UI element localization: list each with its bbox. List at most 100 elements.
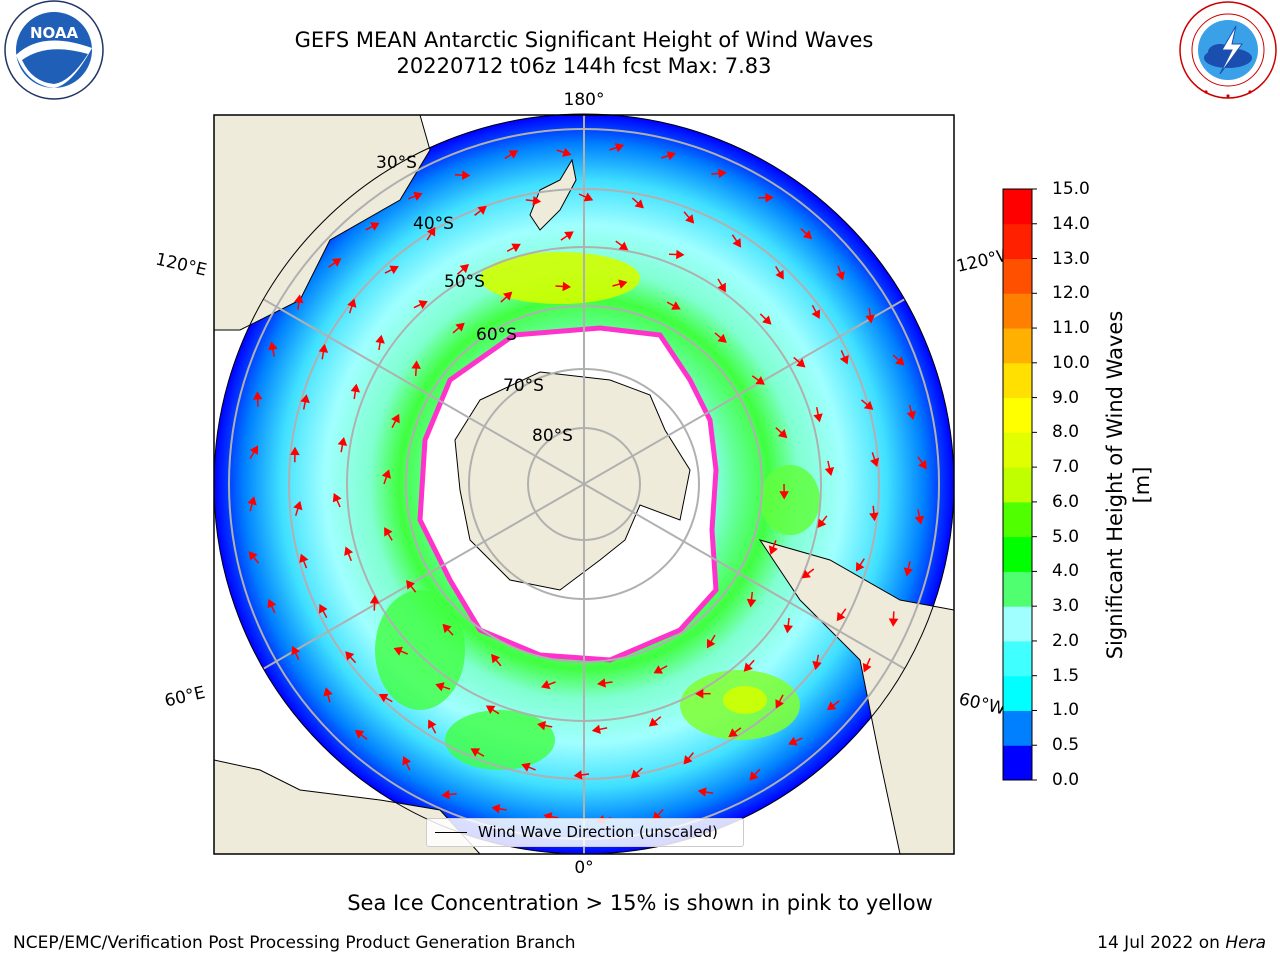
wave-arrow-head bbox=[369, 595, 380, 604]
wave-arrow-head bbox=[746, 598, 757, 608]
wave-arrow-head bbox=[532, 196, 542, 206]
wave-patch-bottom bbox=[445, 710, 555, 770]
wave-arrow-head bbox=[671, 301, 681, 310]
wave-arrow-head bbox=[345, 651, 355, 661]
wave-arrow-head bbox=[337, 437, 348, 446]
wave-patch-east bbox=[760, 465, 820, 535]
wave-arrow-head bbox=[862, 662, 872, 673]
wave-arrow-head bbox=[762, 315, 772, 325]
lat-label-50s: 50°S bbox=[444, 272, 485, 292]
wave-arrow-head bbox=[813, 413, 823, 423]
wave-arrow-head bbox=[591, 724, 601, 735]
colorbar-tick-label: 5.0 bbox=[1052, 526, 1080, 547]
wave-arrow-head bbox=[717, 282, 726, 293]
colorbar-tick-label: 3.0 bbox=[1052, 596, 1080, 617]
credit-left: NCEP/EMC/Verification Post Processing Pr… bbox=[13, 933, 576, 953]
colorbar-segment bbox=[1003, 397, 1032, 433]
colorbar-segment bbox=[1003, 293, 1032, 329]
nws-logo bbox=[1179, 1, 1277, 99]
wave-arrow-head bbox=[783, 624, 793, 634]
wave-arrow-head bbox=[511, 243, 521, 253]
legend-line-sample bbox=[435, 832, 467, 833]
wave-arrow-head bbox=[728, 728, 738, 738]
wave-arrow-head bbox=[537, 720, 546, 731]
colorbar-segment bbox=[1003, 362, 1032, 399]
credit-right: 14 Jul 2022 on Hera bbox=[1097, 933, 1266, 953]
wave-arrow-head bbox=[300, 394, 310, 404]
wave-arrow-head bbox=[418, 300, 428, 310]
wave-arrow-head bbox=[491, 653, 500, 664]
wave-arrow-head bbox=[775, 269, 784, 280]
wave-arrow-head bbox=[413, 191, 423, 201]
colorbar-tick-label: 10.0 bbox=[1052, 352, 1090, 373]
colorbar-tick-label: 2.0 bbox=[1052, 630, 1080, 651]
wave-max-patch bbox=[480, 252, 640, 304]
wave-arrow-head bbox=[836, 611, 846, 622]
wave-arrow-head bbox=[749, 771, 759, 781]
colorbar-segment bbox=[1003, 432, 1032, 468]
wave-arrow-head bbox=[676, 249, 685, 260]
sea-ice-footnote: Sea Ice Concentration > 15% is shown in … bbox=[347, 891, 933, 915]
wave-arrow-head bbox=[801, 569, 811, 579]
wave-arrow-head bbox=[459, 264, 470, 274]
wave-arrow-head bbox=[442, 623, 452, 634]
new-zealand bbox=[529, 158, 577, 231]
wave-arrow-head bbox=[826, 701, 837, 711]
wave-arrow-head bbox=[614, 143, 625, 153]
wave-arrow-head bbox=[502, 291, 513, 301]
wave-arrow-head bbox=[426, 226, 436, 237]
wave-arrow-head bbox=[441, 789, 450, 800]
noaa-logo: NOAA bbox=[4, 0, 104, 100]
wave-arrow-head bbox=[402, 756, 411, 766]
colorbar-segment bbox=[1003, 606, 1032, 642]
wave-arrow-head bbox=[869, 512, 879, 522]
wave-arrow-head bbox=[564, 231, 574, 240]
wave-arrow-head bbox=[354, 729, 365, 739]
wave-arrow-head bbox=[653, 665, 663, 674]
wave-arrow-head bbox=[521, 762, 531, 772]
map-legend: Wind Wave Direction (unscaled) bbox=[426, 818, 744, 847]
wind-wave-arrows bbox=[247, 143, 927, 825]
colorbar-tick-label: 14.0 bbox=[1052, 213, 1090, 234]
colorbar-segment bbox=[1003, 710, 1032, 746]
wave-arrow-head bbox=[697, 787, 707, 797]
wave-arrow-head bbox=[461, 170, 471, 180]
colorbar-tick-label: 9.0 bbox=[1052, 387, 1080, 408]
wave-arrow-head bbox=[683, 755, 693, 765]
wave-arrow-head bbox=[583, 192, 594, 202]
wave-arrow-head bbox=[706, 638, 716, 649]
wave-arrow-head bbox=[384, 527, 393, 537]
wave-arrow-head bbox=[618, 279, 628, 289]
wave-arrow-head bbox=[485, 705, 496, 714]
colorbar-tick-label: 8.0 bbox=[1052, 422, 1080, 443]
wave-arrow-head bbox=[870, 457, 880, 468]
wave-arrow-head bbox=[906, 410, 916, 420]
wave-arrow-head bbox=[817, 518, 827, 528]
wave-arrow-head bbox=[835, 271, 845, 281]
wave-arrow-head bbox=[918, 459, 927, 470]
wave-arrow-head bbox=[393, 646, 403, 656]
wave-arrow-head bbox=[435, 682, 445, 692]
lat-label-80s: 80°S bbox=[532, 426, 573, 446]
wave-arrow-head bbox=[406, 580, 415, 590]
lon-label-60e: 60°E bbox=[163, 683, 207, 712]
wave-arrow-head bbox=[765, 192, 774, 203]
wave-arrow-head bbox=[888, 618, 899, 627]
wave-arrow-head bbox=[796, 358, 806, 368]
wave-arrow-head bbox=[666, 151, 677, 161]
wave-arrow-head bbox=[370, 222, 380, 231]
colorbar-tick-label: 1.0 bbox=[1052, 700, 1080, 721]
colorbar-tick-label: 12.0 bbox=[1052, 283, 1090, 304]
wave-arrow-head bbox=[252, 391, 263, 400]
wave-arrow-head bbox=[268, 341, 278, 351]
wave-arrow-head bbox=[318, 603, 328, 614]
map-frame bbox=[213, 114, 955, 855]
colorbar-tick-label: 0.5 bbox=[1052, 735, 1080, 756]
wave-arrow-head bbox=[717, 333, 727, 343]
colorbar-segment bbox=[1003, 675, 1032, 711]
wave-arrow-head bbox=[895, 356, 905, 366]
lat-label-40s: 40°S bbox=[413, 214, 454, 234]
wave-arrow-head bbox=[323, 687, 333, 697]
colorbar-tick-label: 0.0 bbox=[1052, 770, 1080, 790]
